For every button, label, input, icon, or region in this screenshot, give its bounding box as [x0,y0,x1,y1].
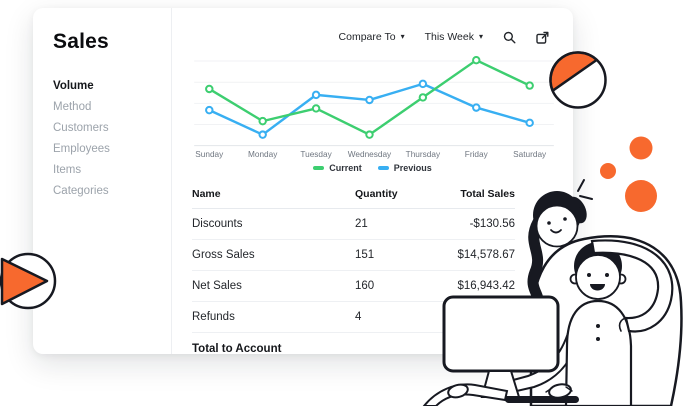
column-header-name: Name [192,187,221,200]
table-row: Discounts 21 -$130.56 [192,209,515,240]
export-button[interactable] [536,31,549,44]
svg-text:Thursday: Thursday [406,150,441,159]
legend-swatch-previous [377,165,389,170]
table-header: Name Quantity Total Sales [192,181,515,209]
period-dropdown[interactable]: This Week ▾ [425,31,483,43]
sidebar-item-categories[interactable]: Categories [53,185,109,197]
export-icon [536,31,549,44]
monitor-stand [480,370,521,398]
person-mouth [590,284,605,291]
left-arm [422,383,509,406]
caret-down-icon: ▾ [478,32,483,41]
column-header-quantity: Quantity [355,187,398,200]
table-row: Refunds 4 [192,302,515,333]
svg-text:Sunday: Sunday [195,150,224,159]
orange-dot-medium [629,136,653,160]
sidebar-item-employees[interactable]: Employees [53,143,110,155]
period-label: This Week [424,31,474,43]
row-qty: 4 [355,310,362,323]
sparkle-lines [577,179,593,200]
column-header-total: Total Sales [460,187,515,200]
search-button[interactable] [503,31,516,44]
compare-to-label: Compare To [338,31,396,43]
svg-text:Monday: Monday [248,150,278,159]
chart-legend: Current Previous [172,163,573,173]
legend-item-previous: Previous [377,162,432,173]
row-name: Net Sales [192,279,242,292]
caret-down-icon: ▾ [400,32,405,41]
sales-table: Name Quantity Total Sales Discounts 21 -… [192,181,515,354]
row-qty: 151 [355,248,375,261]
main-panel: Compare To ▾ This Week ▾ Sunday Monday Tue… [172,8,573,354]
sidebar-item-items[interactable]: Items [53,164,82,176]
hand-left [447,383,469,399]
orange-dot-large [625,180,657,212]
sales-dashboard-card: Sales Volume Method Customers Employees … [33,8,573,354]
svg-text:Friday: Friday [465,150,489,159]
chart-area: Sunday Monday Tuesday Wednesday Thursday Frid… [172,54,573,173]
legend-label-previous: Previous [393,162,432,173]
footer-label: Total to Account [192,342,282,354]
legend-label-current: Current [329,162,362,173]
sidebar-item-volume[interactable]: Volume [53,80,94,92]
person-torso [564,299,633,406]
person-face [575,254,621,300]
table-row: Gross Sales 151 $14,578.67 [192,240,515,271]
woman-arm [590,239,674,333]
row-qty: 160 [355,279,375,292]
row-name: Refunds [192,310,235,323]
table-row: Net Sales 160 $16,943.42 [192,271,515,302]
row-name: Discounts [192,217,243,230]
svg-text:Wednesday: Wednesday [348,150,392,159]
legend-swatch-current [313,165,325,170]
person-ear-right [615,273,627,285]
toolbar: Compare To ▾ This Week ▾ [172,8,573,54]
row-name: Gross Sales [192,248,255,261]
sidebar-item-method[interactable]: Method [53,101,92,113]
person-hair [574,242,622,290]
keyboard [505,396,579,403]
row-qty: 21 [355,217,368,230]
sidebar: Sales Volume Method Customers Employees … [33,8,172,354]
sales-line-chart: Sunday Monday Tuesday Wednesday Thursday Frid… [194,56,554,159]
row-total: -$130.56 [469,217,515,230]
row-total: $16,943.42 [457,279,515,292]
compare-to-dropdown[interactable]: Compare To ▾ [339,31,405,43]
sidebar-item-customers[interactable]: Customers [53,122,109,134]
hand-right [548,383,572,399]
search-icon [503,31,516,44]
legend-item-current: Current [313,163,362,173]
svg-text:Tuesday: Tuesday [300,150,332,159]
table-footer: Total to Account [192,333,515,354]
svg-text:Saturday: Saturday [513,150,547,159]
row-total: $14,578.67 [457,248,515,261]
orange-dot-small [600,163,616,179]
page-title: Sales [53,30,109,53]
sidebar-nav: Volume Method Customers Employees Items … [53,80,171,197]
